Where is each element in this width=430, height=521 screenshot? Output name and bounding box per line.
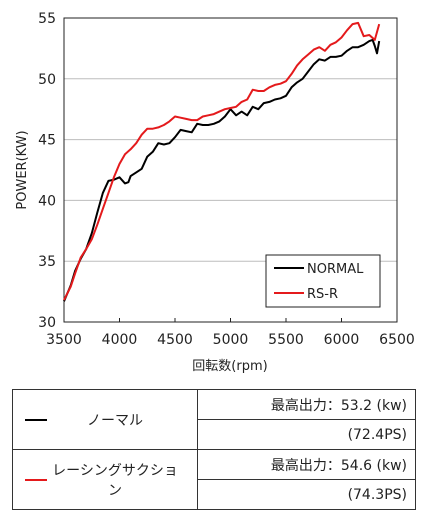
row-name-cell: ノーマル xyxy=(12,389,198,450)
legend-box xyxy=(265,254,381,308)
x-tick-label: 4000 xyxy=(102,332,138,348)
table-row: (72.4PS) xyxy=(13,419,416,450)
power-spec-table: ノーマル 最高出力：53.2 (kw) (72.4PS) レーシングサクション … xyxy=(12,389,416,510)
line-swatch-icon xyxy=(25,478,47,481)
y-tick-label: 55 xyxy=(38,11,56,27)
x-tick-label: 6500 xyxy=(379,332,415,348)
ps-cell: (72.4PS) xyxy=(197,419,416,450)
table-row: レーシングサクション 最高出力：54.6 (kw) xyxy=(12,449,416,510)
x-ticks: 3500 4000 4500 5000 5500 6000 6500 xyxy=(46,318,415,348)
legend-label-rsr: RS-R xyxy=(307,287,338,302)
y-tick-label: 35 xyxy=(38,254,56,270)
table-row: (74.3PS) xyxy=(13,479,416,510)
legend: NORMAL RS-R xyxy=(265,254,381,308)
y-ticks: 30 35 40 45 50 55 xyxy=(38,11,56,331)
y-axis-title: POWER(KW) xyxy=(15,130,30,209)
y-tick-label: 45 xyxy=(38,133,56,149)
y-tick-label: 50 xyxy=(38,72,56,88)
x-tick-label: 5500 xyxy=(268,332,304,348)
row-name: レーシングサクション xyxy=(52,462,178,499)
power-chart: 30 35 40 45 50 55 3500 4000 4500 5000 5500 6000 650… xyxy=(15,11,415,374)
series-lines xyxy=(63,21,381,302)
row-name-cell: レーシングサクション xyxy=(12,449,198,510)
legend-label-normal: NORMAL xyxy=(307,262,364,277)
max-power-cell: 最高出力：53.2 (kw) xyxy=(197,389,416,420)
x-tick-label: 3500 xyxy=(46,332,82,348)
x-tick-label: 6000 xyxy=(324,332,360,348)
x-tick-label: 5000 xyxy=(213,332,249,348)
table-row: ノーマル 最高出力：53.2 (kw) xyxy=(12,389,416,450)
x-axis-title: 回転数(rpm) xyxy=(192,359,267,374)
series-line-rs-r xyxy=(63,21,381,301)
x-tick-label: 4500 xyxy=(157,332,193,348)
ps-cell: (74.3PS) xyxy=(197,479,416,510)
max-power-cell: 最高出力：54.6 (kw) xyxy=(197,449,416,480)
y-tick-label: 30 xyxy=(38,315,56,331)
line-swatch-icon xyxy=(25,418,47,421)
row-name: ノーマル xyxy=(87,412,143,429)
y-tick-label: 40 xyxy=(38,193,56,209)
series-line-normal xyxy=(63,38,381,302)
